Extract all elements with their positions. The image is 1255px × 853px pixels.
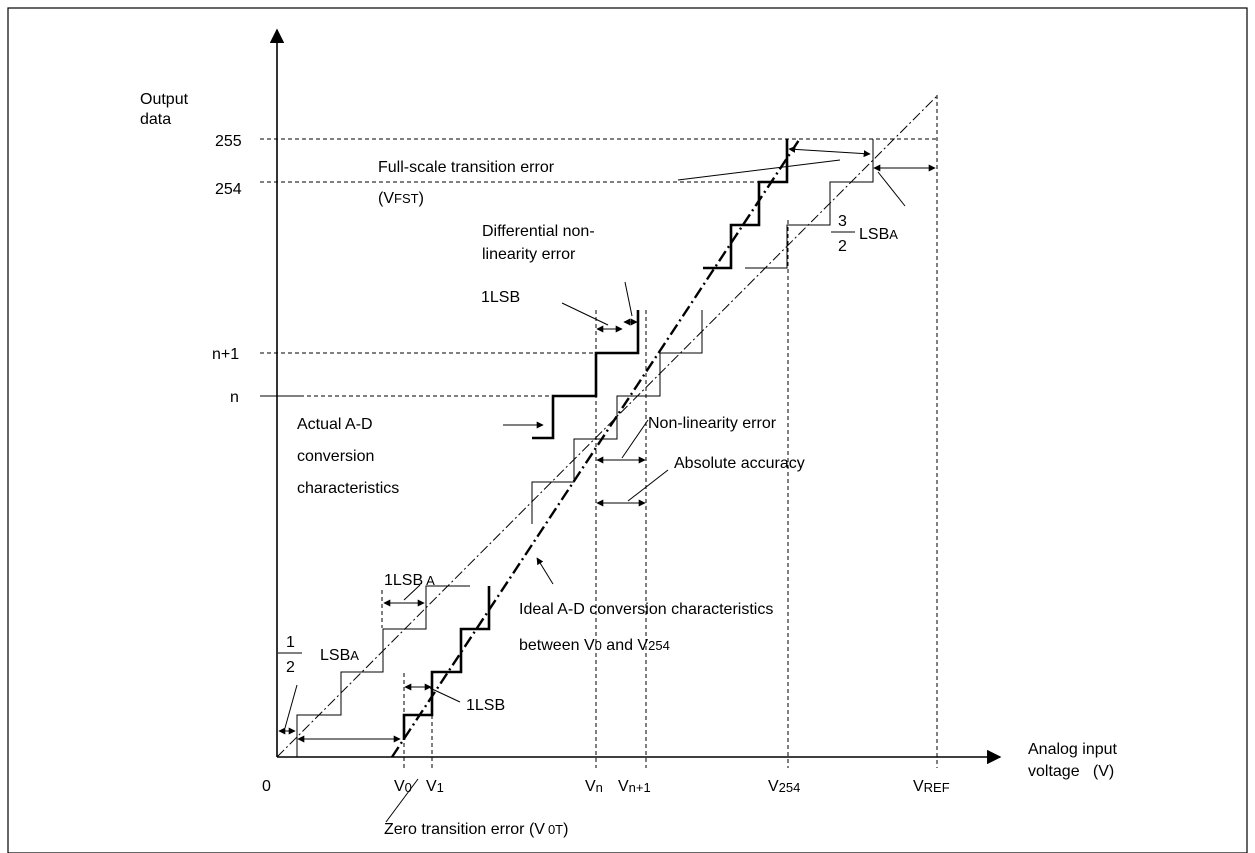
- origin-label: 0: [262, 778, 271, 795]
- zero-transition-label: Zero transition error (V 0T): [384, 821, 568, 838]
- absolute-leader: [627, 469, 669, 502]
- one-lsb-top-label: 1LSB: [481, 289, 520, 306]
- half-fraction-den: 2: [286, 659, 295, 676]
- x-tick-v1: V1: [426, 778, 444, 795]
- nonlinearity-leader: [621, 419, 649, 459]
- differential-label-1: Differential non-: [482, 223, 595, 240]
- actual-staircase-upper: [703, 139, 789, 270]
- three-half-leader: [877, 171, 906, 207]
- ideal-label-1: Ideal A-D conversion characteristics: [519, 601, 773, 618]
- y-tick-n1: n+1: [212, 346, 239, 363]
- zero-transition-leader: [385, 778, 419, 823]
- actual-label-2: conversion: [297, 448, 374, 465]
- x-tick-vn: Vn: [585, 778, 603, 795]
- one-lsb-low-label: 1LSB: [466, 697, 505, 714]
- actual-staircase-lower: [402, 586, 491, 740]
- y-axis-title-1: Output: [140, 91, 189, 108]
- y-axis-title-2: data: [140, 111, 171, 128]
- full-scale-label-2: (VFST): [378, 190, 424, 207]
- nonlinearity-label: Non-linearity error: [648, 415, 777, 432]
- x-tick-vn1: Vn+1: [618, 778, 651, 795]
- figure-frame: [7, 7, 1248, 853]
- one-lsb-top-leader: [561, 302, 609, 326]
- one-lsb-low-leader: [429, 687, 461, 703]
- thin-staircase-upper: [745, 139, 874, 269]
- full-scale-leader: [677, 159, 841, 181]
- half-fraction-num: 1: [286, 634, 295, 651]
- differential-label-2: linearity error: [482, 246, 576, 263]
- x-axis-title-2: voltage (V): [1028, 763, 1114, 780]
- actual-label-3: characteristics: [297, 480, 399, 497]
- actual-staircase-mid: [532, 310, 640, 440]
- one-lsb-a-leader: [403, 584, 421, 601]
- three-half-lsb-a-label: LSBA: [859, 226, 898, 243]
- ideal-label-2: between V0 and V254: [519, 637, 670, 654]
- three-half-fraction-den: 2: [838, 238, 847, 255]
- thin-ideal-line: [276, 95, 938, 758]
- ideal-pointer-arrow: [536, 557, 554, 585]
- one-lsb-a-label: 1LSB A: [384, 572, 435, 589]
- y-tick-254: 254: [215, 181, 242, 198]
- x-tick-v0: V0: [394, 778, 412, 795]
- y-tick-255: 255: [215, 133, 242, 150]
- actual-label-1: Actual A-D: [297, 416, 373, 433]
- thin-staircase-lower: [296, 585, 470, 757]
- half-lsb-leader: [284, 684, 298, 729]
- absolute-accuracy-label: Absolute accuracy: [674, 455, 805, 472]
- three-half-fraction-num: 3: [838, 213, 847, 230]
- full-scale-label-1: Full-scale transition error: [378, 159, 555, 176]
- x-tick-v254: V254: [768, 778, 800, 795]
- x-tick-vref: VREF: [913, 778, 950, 795]
- x-axis-title-1: Analog input: [1028, 741, 1118, 758]
- half-lsb-a-label: LSBA: [320, 647, 359, 664]
- full-scale-error-arrow: [788, 145, 871, 158]
- y-tick-n: n: [230, 389, 239, 406]
- dnl-leader: [624, 281, 633, 317]
- ideal-conversion-line: [390, 139, 801, 758]
